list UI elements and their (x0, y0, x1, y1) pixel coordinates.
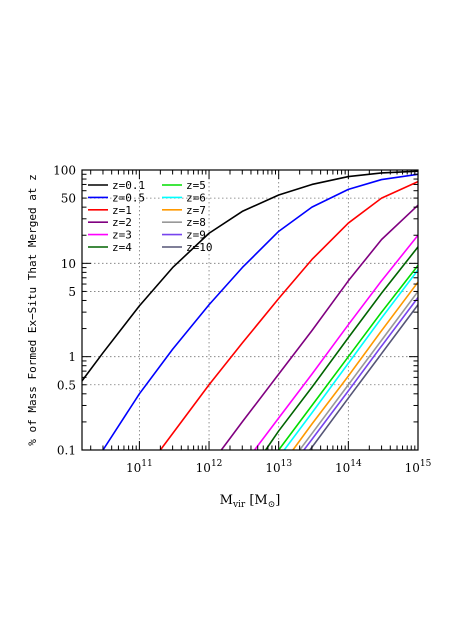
series-lines (82, 170, 418, 450)
legend-label-5: z=4 (112, 241, 132, 254)
series-line-1 (102, 173, 418, 450)
axis-ticks: 1011 1012 1013 1014 1015 0.1 0.5 1 5 10 50 100 (53, 164, 432, 476)
legend-label-0: z=0.1 (112, 179, 145, 192)
x-axis-label-unit-sub: ⊙ (268, 500, 276, 510)
series-line-5 (264, 246, 418, 450)
series-line-11 (309, 304, 418, 450)
series-line-4 (253, 234, 418, 450)
legend-label-8: z=7 (186, 204, 206, 217)
x-axis-label-unit-open: [M (245, 493, 268, 508)
x-tick-label: 1013 (265, 459, 292, 475)
x-axis-label-main: M (220, 493, 233, 508)
legend-label-11: z=10 (186, 241, 213, 254)
x-tick-label: 1015 (405, 459, 432, 475)
y-tick-label: 100 (53, 164, 76, 178)
y-tick-label: 0.1 (57, 444, 76, 458)
series-line-2 (159, 180, 418, 450)
y-tick-label: 0.5 (57, 378, 76, 392)
series-line-6 (278, 264, 418, 450)
series-line-8 (292, 281, 418, 450)
series-line-0 (82, 170, 418, 382)
y-tick-label: 50 (61, 192, 76, 206)
legend-label-10: z=9 (186, 229, 206, 242)
legend-label-2: z=1 (112, 204, 132, 217)
x-tick-label: 1011 (126, 459, 153, 475)
legend: z=0.1z=0.5z=1z=2z=3z=4 z=5z=6z=7z=8z=9z=1… (88, 179, 213, 254)
y-axis-label: % of Mass Formed Ex−Situ That Merged at … (26, 174, 39, 446)
legend-label-9: z=8 (186, 216, 206, 229)
x-axis-label-sub: vir (232, 500, 246, 510)
x-axis-label: Mvir [M⊙] (220, 493, 281, 510)
series-line-9 (299, 290, 418, 450)
series-line-3 (220, 204, 418, 450)
legend-label-3: z=2 (112, 216, 132, 229)
x-axis-label-unit-close: ] (275, 493, 280, 508)
series-line-10 (303, 297, 418, 450)
legend-label-7: z=6 (186, 191, 206, 204)
plot-frame (81, 169, 419, 451)
y-tick-label: 10 (61, 257, 76, 271)
legend-label-4: z=3 (112, 229, 132, 242)
legend-label-1: z=0.5 (112, 191, 145, 204)
y-tick-label: 1 (68, 350, 76, 364)
x-tick-label: 1014 (335, 459, 362, 475)
series-line-7 (283, 269, 418, 450)
x-tick-label: 1012 (196, 459, 223, 475)
legend-label-6: z=5 (186, 179, 206, 192)
y-tick-label: 5 (68, 285, 76, 299)
